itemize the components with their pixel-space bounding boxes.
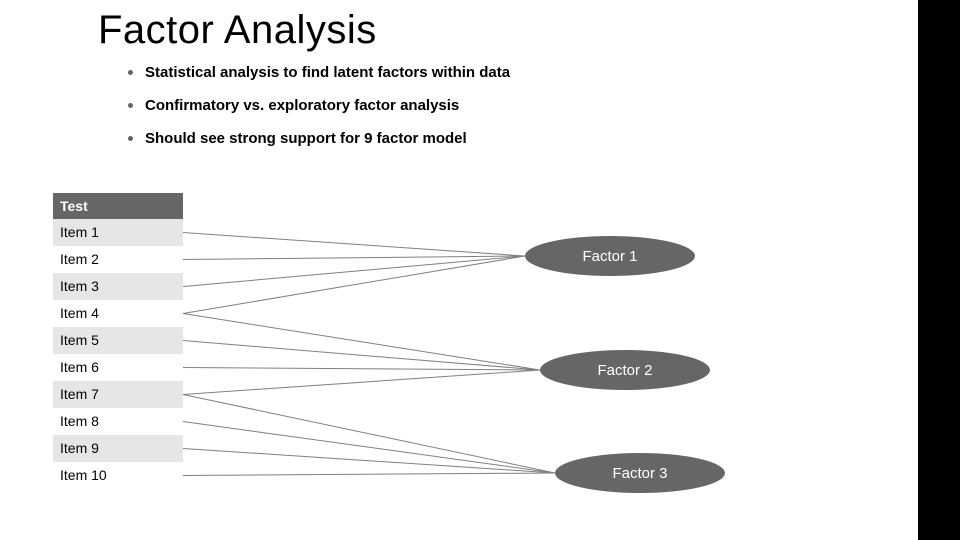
table-row: Item 1	[53, 219, 183, 246]
table-row: Item 5	[53, 327, 183, 354]
bullet-item: Should see strong support for 9 factor m…	[128, 130, 510, 147]
side-accent-bar	[918, 0, 960, 540]
bullet-list: Statistical analysis to find latent fact…	[128, 64, 510, 163]
bullet-item: Statistical analysis to find latent fact…	[128, 64, 510, 81]
table-row: Item 7	[53, 381, 183, 408]
table-row: Item 2	[53, 246, 183, 273]
factor-node: Factor 3	[555, 453, 725, 493]
table-row: Item 9	[53, 435, 183, 462]
bullet-dot-icon	[128, 136, 133, 141]
items-table: Test Item 1 Item 2 Item 3 Item 4 Item 5 …	[53, 193, 183, 489]
factor-node: Factor 1	[525, 236, 695, 276]
bullet-text: Confirmatory vs. exploratory factor anal…	[145, 97, 459, 114]
table-row: Item 10	[53, 462, 183, 489]
bullet-item: Confirmatory vs. exploratory factor anal…	[128, 97, 510, 114]
page-title: Factor Analysis	[98, 8, 377, 53]
table-row: Item 4	[53, 300, 183, 327]
table-row: Item 3	[53, 273, 183, 300]
bullet-text: Statistical analysis to find latent fact…	[145, 64, 510, 81]
bullet-text: Should see strong support for 9 factor m…	[145, 130, 467, 147]
bullet-dot-icon	[128, 70, 133, 75]
table-row: Item 8	[53, 408, 183, 435]
table-header: Test	[53, 193, 183, 219]
bullet-dot-icon	[128, 103, 133, 108]
table-row: Item 6	[53, 354, 183, 381]
factor-node: Factor 2	[540, 350, 710, 390]
